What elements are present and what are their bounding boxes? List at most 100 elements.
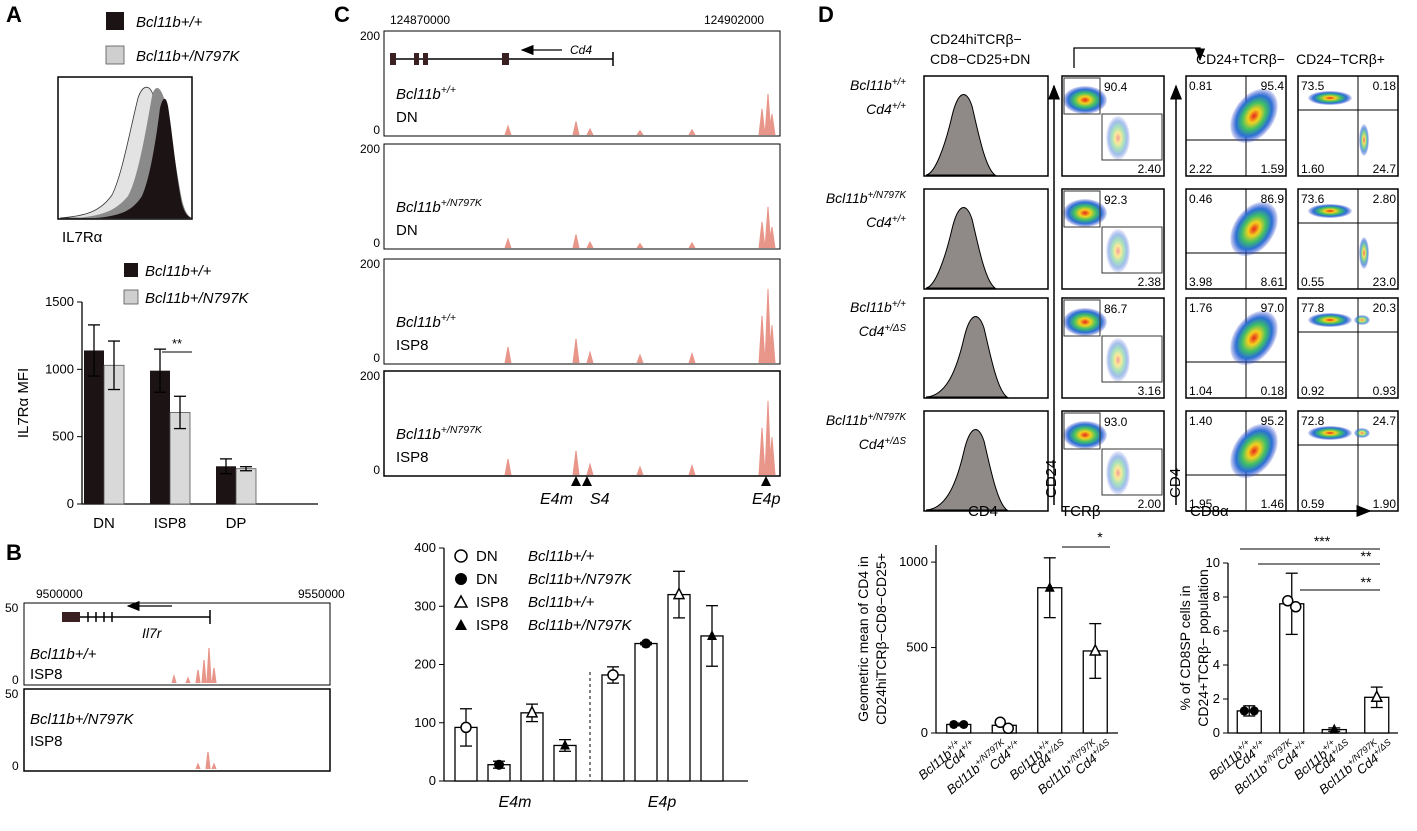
x-tick-label: DN: [93, 515, 115, 532]
point: [1002, 722, 1014, 735]
bar: [150, 370, 170, 504]
d-row: Bcl11b+/+ Cd4+/+ 90.4 2.40 0.81 95.4 2.22 1.59 7…: [850, 75, 1399, 177]
d-gate-top-value: 92.3: [1104, 193, 1128, 207]
d-density-lower: [1354, 428, 1370, 438]
bar: [634, 642, 658, 782]
d-density-tail: [1106, 229, 1130, 273]
c-track: 200 0 Bcl11b+/+ ISP8: [360, 257, 781, 365]
b-track-signal: [195, 751, 217, 770]
d-q-ur: 97.0: [1261, 301, 1285, 315]
point: [525, 705, 539, 718]
d-density-quad: [1230, 201, 1278, 257]
d-gate-bottom: [1101, 226, 1163, 274]
c-track-frame: [383, 258, 781, 365]
point: [560, 739, 570, 750]
bar: [216, 466, 236, 504]
d-axis-cd24: CD24: [1043, 460, 1060, 498]
d-axis-cd4: CD4: [968, 503, 998, 520]
d-gate-plot-frame: [1061, 188, 1165, 290]
d-gate-arrow: [1073, 47, 1206, 68]
d-q-ur: 95.2: [1261, 414, 1285, 428]
b-track-ymin: 0: [12, 673, 19, 687]
il7r-gene-model: Il7r: [62, 600, 211, 641]
d-quad-plot-frame: [1185, 297, 1287, 399]
bar: [84, 350, 104, 504]
b-track-frame: [23, 602, 331, 686]
il7r-gene-label: Il7r: [142, 625, 163, 641]
y-tick-label: 0: [1213, 725, 1220, 740]
b-track-genotype: Bcl11b+/N797K: [30, 711, 135, 728]
d-gate-top: [1063, 299, 1101, 337]
c-bar-legend: DN Bcl11b+/+ DN Bcl11b+/N797K ISP8 Bcl11…: [453, 548, 633, 634]
d-q-ll: 1.95: [1189, 497, 1213, 511]
d-q-ul: 0.46: [1189, 192, 1213, 206]
e4m-triangle: [571, 476, 581, 486]
d-quad-plot-frame: [1297, 297, 1399, 399]
c-enhancer-chart: 0 100 200 300 400 E4m E4p: [414, 540, 748, 811]
d-gate-plot-frame: [1061, 410, 1165, 512]
histogram-wt: [95, 98, 192, 218]
d-q-lr: 1.90: [1373, 497, 1397, 511]
legend2-mut-swatch: [123, 289, 139, 305]
d-gate-top-value: 90.4: [1104, 80, 1128, 94]
x-group-label: E4m: [499, 794, 532, 811]
d-right-title-1: CD24+TCRβ−: [1196, 51, 1285, 67]
b-coord-left: 9500000: [36, 587, 83, 601]
d-q-lr: 1.46: [1261, 497, 1285, 511]
d-row-geno2: Cd4+/ΔS: [859, 436, 907, 453]
y-axis-label: CD24+TCRβ− population: [1195, 569, 1211, 726]
d-q-ll: 3.98: [1189, 275, 1213, 289]
point: [1282, 595, 1294, 607]
d-q-ul: 73.5: [1301, 79, 1325, 93]
legend-cell: DN: [476, 571, 498, 588]
d-q-ur: 20.3: [1373, 301, 1397, 315]
y-tick-label: 6: [1213, 623, 1220, 638]
legend-open-circle: [454, 549, 468, 563]
y-tick-label: 300: [414, 598, 436, 613]
d-quad-plot-frame: [1185, 188, 1287, 290]
y-axis-label: % of CD8SP cells in: [1177, 585, 1193, 710]
d-q-ur: 2.80: [1373, 192, 1397, 206]
b-track-ymin: 0: [12, 759, 19, 773]
d-histogram: [925, 94, 997, 176]
d-gate-title-2: CD8−CD25+DN: [930, 51, 1030, 67]
y-tick-label: 1000: [45, 361, 74, 376]
c-track-ymax: 200: [360, 142, 380, 156]
y-tick-label: 200: [414, 657, 436, 672]
d-axis-cd4-y: CD4: [1167, 468, 1184, 498]
legend-filled-circle: [455, 573, 467, 585]
c-track-signal: [504, 288, 776, 364]
cd4-exon: [390, 53, 396, 65]
s4-label: S4: [590, 491, 610, 508]
legend-mut-swatch: [105, 45, 125, 65]
cd4-exon: [414, 53, 419, 65]
legend-geno: Bcl11b+/N797K: [528, 617, 633, 634]
y-tick-label: 500: [906, 640, 928, 655]
d-axis-tcrb: TCRβ: [1061, 503, 1101, 520]
panel-a-legend-2: Bcl11b+/+ Bcl11b+/N797K: [123, 263, 250, 307]
d-gate-title-1: CD24hiTCRβ−: [930, 31, 1022, 47]
c-track-ymin: 0: [373, 123, 380, 137]
legend-geno: Bcl11b+/+: [528, 594, 595, 611]
d-right-title-2: CD24−TCRβ+: [1296, 51, 1385, 67]
d-geo-mean-chart: 0 500 1000 Geometric mean of CD4 in CD24hiTC…: [855, 529, 1118, 797]
legend-geno: Bcl11b+/N797K: [528, 571, 633, 588]
d-gate-top-value: 93.0: [1104, 415, 1128, 429]
d-gate-bottom-value: 2.40: [1138, 162, 1162, 176]
point: [994, 716, 1006, 729]
il7ra-histogram: IL7Rα: [57, 76, 193, 246]
d-q-ul: 77.8: [1301, 301, 1325, 315]
d-q-ur: 95.4: [1261, 79, 1285, 93]
y-tick-label: 8: [1213, 589, 1220, 604]
c-track-genotype: Bcl11b+/+: [396, 84, 456, 103]
d-q-lr: 1.59: [1261, 162, 1285, 176]
d-density-upper: [1308, 204, 1352, 218]
d-density-tail: [1106, 116, 1130, 160]
d-density-upper: [1308, 91, 1352, 105]
d-density-upper: [1308, 313, 1352, 327]
cd4-exon: [423, 53, 428, 65]
point: [1249, 706, 1259, 716]
legend-cell: DN: [476, 548, 498, 565]
d-row-geno2: Cd4+/+: [866, 101, 906, 118]
d-q-ul: 72.8: [1301, 414, 1325, 428]
